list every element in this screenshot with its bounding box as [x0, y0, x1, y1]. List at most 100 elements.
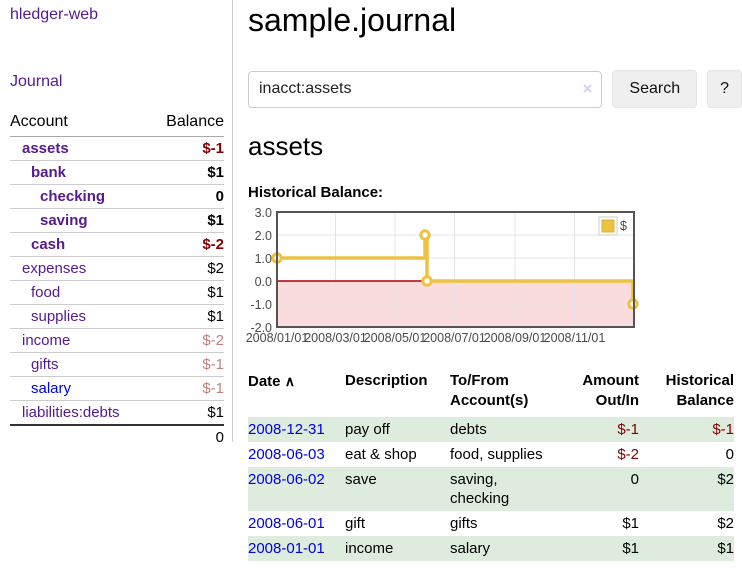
transaction-date-link[interactable]: 2008-06-02 [248, 471, 325, 488]
account-balance: $1 [150, 208, 224, 233]
chart-canvas: $ 3.0 2.0 1.0 0.0 -1.0 -2.0 2008/01/01 2… [246, 206, 639, 345]
legend-label: $ [620, 219, 627, 233]
account-row: gifts $-1 [10, 352, 224, 377]
account-balance: $1 [150, 280, 224, 305]
col-header-date[interactable]: Date ∧ [248, 373, 295, 390]
account-row: assets $-1 [10, 137, 224, 161]
accounts-total: 0 [150, 424, 224, 449]
account-link-gifts[interactable]: gifts [31, 356, 59, 373]
account-heading: assets [248, 131, 324, 161]
transaction-row: 2008-06-02 save saving, checking 0 $2 [248, 467, 734, 511]
account-link-bank[interactable]: bank [31, 164, 67, 181]
account-link-salary[interactable]: salary [31, 380, 72, 397]
transaction-description: save [345, 471, 377, 488]
account-row: supplies $1 [10, 304, 224, 329]
register-header-row: Date ∧ Description To/From Account(s) Am… [248, 369, 734, 417]
account-row: checking 0 [10, 184, 224, 209]
account-balance: $1 [150, 160, 224, 185]
help-button[interactable]: ? [707, 70, 742, 108]
svg-text:-2.0: -2.0 [250, 321, 272, 335]
account-link-food[interactable]: food [31, 284, 61, 301]
account-link-liabilities-debts[interactable]: liabilities:debts [22, 404, 120, 421]
account-link-saving[interactable]: saving [40, 212, 88, 229]
transaction-amount: $-1 [617, 421, 639, 438]
svg-text:0.0: 0.0 [255, 275, 272, 289]
transaction-description: income [345, 540, 394, 557]
col-header-description: Description [345, 372, 428, 389]
transaction-accounts: salary [450, 540, 491, 557]
search-form: × Search ? [248, 70, 742, 108]
sidebar-item-journal[interactable]: Journal [10, 73, 63, 90]
search-input[interactable] [248, 70, 603, 108]
svg-text:2008/09/01: 2008/09/01 [484, 331, 547, 345]
account-row: expenses $2 [10, 256, 224, 281]
page-title: sample.journal [248, 2, 457, 38]
plot-border [276, 211, 635, 328]
account-balance: $-2 [150, 328, 224, 353]
transaction-description: pay off [345, 421, 390, 438]
svg-text:3.0: 3.0 [255, 206, 272, 220]
account-row: saving $1 [10, 208, 224, 233]
account-balance: $1 [150, 400, 224, 425]
transaction-date-link[interactable]: 2008-01-01 [248, 540, 325, 557]
account-balance: $-2 [150, 232, 224, 257]
y-axis-labels: 3.0 2.0 1.0 0.0 -1.0 -2.0 [250, 206, 272, 335]
transaction-balance: $2 [717, 515, 734, 532]
account-link-supplies[interactable]: supplies [31, 308, 87, 325]
transaction-description: eat & shop [345, 446, 417, 463]
search-button[interactable]: Search [612, 70, 698, 108]
svg-text:2008/03/01: 2008/03/01 [304, 331, 367, 345]
transaction-balance: 0 [725, 446, 734, 463]
svg-text:2008/11/01: 2008/11/01 [544, 331, 606, 345]
transaction-date-link[interactable]: 2008-06-03 [248, 446, 325, 463]
account-balance: $-1 [202, 140, 224, 157]
account-row: food $1 [10, 280, 224, 305]
transaction-date-link[interactable]: 2008-06-01 [248, 515, 325, 532]
account-row: cash $-2 [10, 232, 224, 257]
svg-text:-1.0: -1.0 [250, 298, 272, 312]
account-link-checking[interactable]: checking [40, 188, 106, 205]
transaction-accounts: saving, checking [450, 471, 510, 507]
account-link-cash[interactable]: cash [31, 236, 66, 253]
transaction-amount: $1 [622, 515, 639, 532]
transaction-row: 2008-01-01 income salary $1 $1 [248, 536, 734, 561]
accounts-table: Account Balance assets $-1 bank $1 check… [10, 111, 224, 449]
chart-title: Historical Balance: [248, 184, 384, 201]
transaction-amount: $-2 [617, 446, 639, 463]
app-title-link[interactable]: hledger-web [10, 6, 99, 23]
chart-legend: $ [598, 216, 627, 236]
account-balance: $2 [150, 256, 224, 281]
account-row: liabilities:debts $1 [10, 400, 224, 425]
svg-text:1.0: 1.0 [255, 252, 272, 266]
account-balance: $1 [150, 304, 224, 329]
account-row: income $-2 [10, 328, 224, 353]
accounts-total-row: 0 [10, 424, 224, 449]
col-header-amount: Amount Out/In [582, 372, 639, 409]
account-row: salary $-1 [10, 376, 224, 401]
accounts-col-header: Account [10, 111, 151, 137]
sort-ascending-icon: ∧ [284, 373, 295, 389]
legend-swatch [601, 219, 615, 233]
transaction-accounts: gifts [450, 515, 478, 532]
account-link-assets[interactable]: assets [22, 140, 69, 157]
account-link-expenses[interactable]: expenses [22, 260, 87, 277]
svg-text:2008/01/01: 2008/01/01 [246, 331, 309, 345]
transaction-description: gift [345, 515, 366, 532]
svg-text:2008/05/01: 2008/05/01 [364, 331, 427, 345]
transaction-row: 2008-06-01 gift gifts $1 $2 [248, 511, 734, 536]
historical-balance-chart: $ 3.0 2.0 1.0 0.0 -1.0 -2.0 2008/01/01 2… [246, 206, 742, 354]
transaction-row: 2008-06-03 eat & shop food, supplies $-2… [248, 442, 734, 467]
register-table: Date ∧ Description To/From Account(s) Am… [248, 369, 734, 561]
col-header-accounts: To/From Account(s) [450, 372, 529, 409]
x-axis-labels: 2008/01/01 2008/03/01 2008/05/01 2008/07… [246, 331, 606, 345]
main-content: sample.journal × Search ? assets Histori… [233, 0, 742, 582]
balance-col-header: Balance [150, 111, 224, 137]
svg-text:2.0: 2.0 [255, 229, 272, 243]
account-link-income[interactable]: income [22, 332, 71, 349]
transaction-date-link[interactable]: 2008-12-31 [248, 421, 325, 438]
account-balance: $-1 [150, 376, 224, 401]
sidebar: hledger-web Journal Account Balance asse… [0, 0, 233, 449]
transaction-amount: 0 [630, 471, 639, 488]
transaction-amount: $1 [622, 540, 639, 557]
clear-search-icon[interactable]: × [582, 78, 593, 98]
